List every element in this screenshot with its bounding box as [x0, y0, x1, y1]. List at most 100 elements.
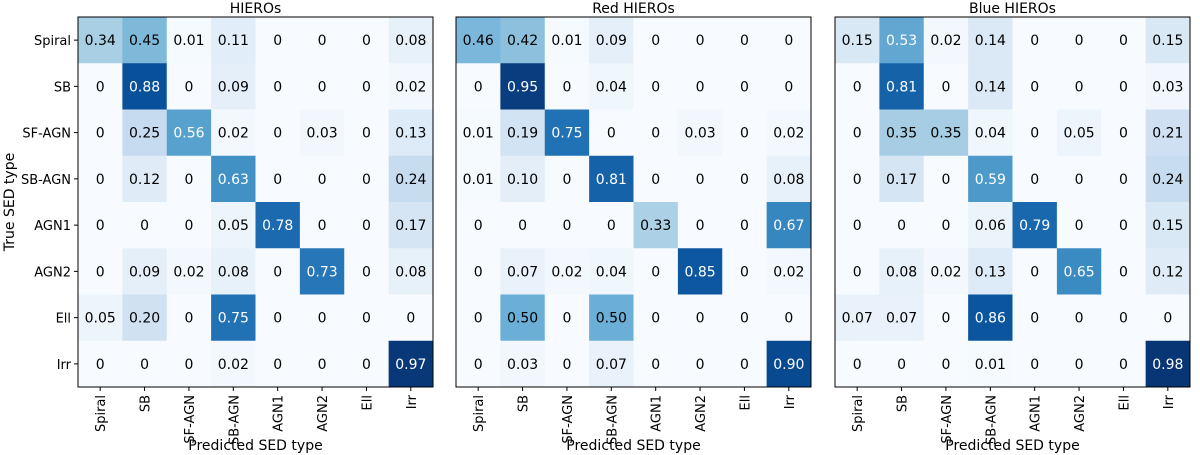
cell-value-label: 0.02 [930, 264, 961, 280]
cell-value-label: 0.17 [886, 172, 917, 188]
x-tick-label: SB-AGN [605, 395, 620, 445]
x-tick-label: Ell [738, 395, 753, 410]
cell-value-label: 0 [96, 79, 105, 95]
heatmap-cell [1101, 202, 1147, 249]
heatmap-cell [968, 155, 1013, 203]
heatmap-cell [923, 155, 969, 203]
cell-value-label: 0 [784, 33, 793, 49]
cell-value-label: 0 [740, 218, 749, 234]
heatmap-cell [1145, 294, 1191, 342]
x-tick-label: Irr [1162, 394, 1177, 409]
cell-value-label: 0 [318, 79, 327, 95]
cell-value-label: 0.15 [1152, 33, 1183, 49]
heatmap-cell [299, 17, 345, 64]
panel-title: HIEROs [230, 1, 282, 17]
panel-title: Blue HIEROs [969, 1, 1056, 17]
heatmap-cell [968, 294, 1013, 342]
heatmap-cell [299, 294, 345, 342]
heatmap-cell [544, 63, 590, 110]
heatmap-cell [879, 155, 925, 203]
cell-value-label: 0 [362, 172, 371, 188]
panel-title: Red HIEROs [592, 1, 675, 17]
heatmap-cell [255, 17, 301, 64]
cell-value-label: 0 [784, 79, 793, 95]
heatmap-cell [923, 248, 969, 295]
heatmap-cell [166, 63, 212, 110]
cell-value-label: 0.88 [129, 79, 160, 95]
cell-value-label: 0 [1075, 357, 1084, 373]
cell-value-label: 0 [273, 126, 282, 142]
cell-value-label: 0 [853, 264, 862, 280]
heatmap-cell [544, 155, 590, 203]
heatmap-cell [211, 17, 256, 64]
heatmap-cell [722, 340, 768, 388]
cell-value-label: 0 [651, 33, 660, 49]
heatmap-cell [1101, 63, 1147, 110]
heatmap-cell [1056, 63, 1102, 110]
heatmap-cell [122, 340, 168, 388]
cell-value-label: 0.59 [975, 172, 1006, 188]
cell-value-label: 0 [696, 218, 705, 234]
cell-value-label: 0 [362, 357, 371, 373]
cell-value-label: 0.02 [773, 264, 804, 280]
cell-value-label: 0.24 [395, 172, 426, 188]
heatmap-cell [1101, 17, 1147, 64]
heatmap-cell [633, 202, 679, 249]
heatmap-cell [633, 109, 679, 157]
x-axis-label: Predicted SED type [566, 438, 700, 454]
cell-value-label: 0.12 [1152, 264, 1183, 280]
cell-value-label: 0.05 [85, 311, 116, 327]
cell-value-label: 0.01 [173, 33, 204, 49]
heatmap-cell [1012, 63, 1058, 110]
heatmap-cell [1101, 109, 1147, 157]
heatmap-cell [589, 63, 634, 110]
heatmap-cell [544, 248, 590, 295]
cell-value-label: 0 [696, 357, 705, 373]
cell-value-label: 0 [562, 357, 571, 373]
heatmap-cell [122, 202, 168, 249]
heatmap-cell [835, 109, 880, 157]
x-axis-label: Predicted SED type [188, 438, 322, 454]
cell-value-label: 0.14 [975, 33, 1006, 49]
heatmap-cell [211, 340, 256, 388]
cell-value-label: 0 [1075, 218, 1084, 234]
heatmap-cell [722, 155, 768, 203]
x-axis-label: Predicted SED type [945, 438, 1079, 454]
cell-value-label: 0 [184, 311, 193, 327]
heatmap-cell [766, 248, 812, 295]
cell-value-label: 0 [651, 172, 660, 188]
heatmap-cell [344, 202, 390, 249]
heatmap-cell [1056, 155, 1102, 203]
heatmap-cell [589, 340, 634, 388]
heatmap-cell [879, 17, 925, 64]
cell-value-label: 0 [696, 79, 705, 95]
heatmap-cell [835, 17, 880, 64]
heatmap-cell [211, 63, 256, 110]
cell-value-label: 0.15 [1152, 218, 1183, 234]
cell-value-label: 0.21 [1152, 126, 1183, 142]
heatmap-cell [299, 340, 345, 388]
cell-value-label: 0.03 [1152, 79, 1183, 95]
heatmap-cell [78, 109, 123, 157]
heatmap-cell [500, 248, 546, 295]
heatmap-cell [835, 248, 880, 295]
heatmap-cell [1012, 202, 1058, 249]
heatmap-cell [1145, 155, 1191, 203]
heatmap-cell [122, 63, 168, 110]
heatmap-cell [766, 63, 812, 110]
heatmap-cell [923, 17, 969, 64]
cell-value-label: 0.90 [773, 357, 804, 373]
heatmap-cell [388, 248, 434, 295]
heatmap-cell [1012, 17, 1058, 64]
cell-value-label: 0 [1119, 33, 1128, 49]
x-tick-label: SF-AGN [183, 395, 198, 444]
cell-value-label: 0 [651, 126, 660, 142]
heatmap-cell [589, 155, 634, 203]
heatmap-cell [766, 340, 812, 388]
cell-value-label: 0.14 [975, 79, 1006, 95]
x-tick-label: AGN2 [694, 395, 709, 432]
heatmap-cell [1145, 109, 1191, 157]
y-tick-label: AGN2 [34, 265, 71, 280]
heatmap-cell [879, 63, 925, 110]
heatmap-cell [589, 17, 634, 64]
